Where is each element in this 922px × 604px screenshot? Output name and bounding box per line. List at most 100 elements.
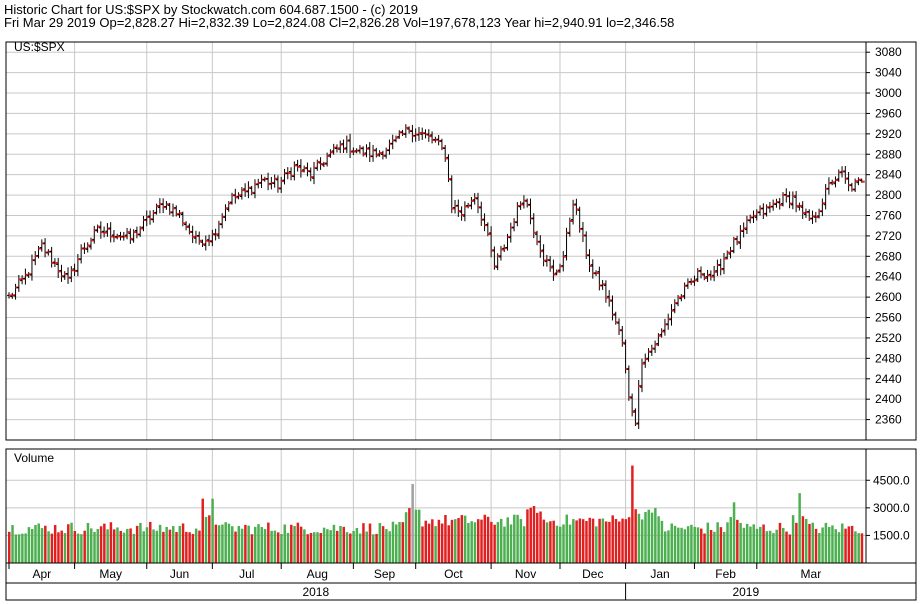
volume-bar	[96, 529, 100, 563]
price-bar	[56, 257, 62, 279]
volume-bar	[824, 522, 828, 563]
volume-bar	[785, 531, 788, 563]
price-bar	[387, 139, 393, 155]
volume-bar	[755, 528, 759, 563]
price-bar	[16, 275, 22, 292]
price-bar	[803, 208, 809, 218]
volume-bar	[188, 532, 191, 563]
price-bar	[423, 129, 429, 139]
volume-bar	[608, 521, 611, 563]
volume-bar	[250, 534, 254, 563]
volume-bar	[152, 529, 155, 563]
price-bar	[492, 246, 498, 270]
price-bar	[364, 144, 370, 158]
volume-bar	[795, 522, 798, 563]
volume-bar	[827, 526, 831, 563]
volume-bar	[345, 532, 349, 563]
volume-tick-label: 1500.0	[873, 528, 910, 542]
volume-bar	[263, 529, 267, 563]
price-bar	[430, 131, 436, 144]
price-tick-label: 2520	[875, 331, 902, 345]
price-tick-label: 2480	[875, 351, 902, 365]
month-tick-label: Feb	[715, 567, 736, 581]
volume-bar	[854, 531, 857, 563]
volume-bar	[162, 531, 165, 563]
price-tick-label: 2640	[875, 270, 902, 284]
volume-bar	[145, 527, 149, 563]
volume-bar	[76, 533, 80, 563]
price-bar	[275, 175, 281, 193]
volume-bar	[14, 534, 18, 563]
price-bar	[843, 166, 849, 184]
volume-bar	[804, 518, 808, 563]
price-bar	[308, 167, 314, 182]
volume-bar	[814, 528, 818, 563]
volume-bar	[486, 516, 490, 563]
price-bar	[735, 235, 741, 246]
month-tick-label: Aug	[307, 567, 328, 581]
volume-bar	[447, 525, 450, 563]
volume-bar	[834, 529, 837, 563]
volume-bar	[398, 522, 401, 563]
price-bar	[705, 269, 711, 282]
volume-bar	[499, 518, 503, 563]
volume-bar	[391, 521, 395, 563]
price-bar	[580, 221, 586, 243]
volume-bar	[30, 528, 34, 563]
volume-bar	[211, 498, 214, 563]
price-bar	[177, 210, 183, 218]
price-bar	[485, 222, 491, 237]
price-tick-label: 2560	[875, 311, 902, 325]
volume-bar	[562, 524, 565, 563]
volume-bar	[716, 522, 719, 563]
volume-bar	[175, 532, 178, 563]
price-bar	[659, 328, 665, 338]
price-bar	[95, 224, 101, 233]
year-label: 2018	[302, 585, 329, 599]
price-bar	[758, 205, 764, 216]
volume-bar	[306, 534, 309, 563]
volume-bar	[194, 528, 198, 563]
volume-bar	[811, 522, 815, 563]
volume-bar	[247, 525, 250, 563]
volume-bar	[768, 530, 772, 563]
volume-bar	[191, 533, 195, 563]
price-bar	[725, 250, 731, 260]
volume-bar	[267, 522, 270, 563]
price-bar	[351, 147, 357, 156]
volume-bar	[578, 518, 582, 563]
price-bar	[826, 177, 832, 195]
price-bar	[115, 233, 121, 240]
volume-bar	[21, 533, 24, 563]
volume-bar	[53, 525, 57, 563]
volume-bar	[171, 526, 175, 563]
price-bar	[449, 175, 455, 214]
volume-bar	[80, 534, 83, 563]
volume-bar	[86, 522, 90, 563]
volume-bar	[417, 509, 421, 563]
volume-bar	[335, 530, 339, 563]
volume-bar	[722, 531, 726, 563]
price-bar	[830, 179, 836, 186]
volume-bar	[670, 523, 673, 563]
price-bar	[577, 206, 583, 233]
price-bar	[571, 199, 577, 225]
volume-bar	[654, 508, 657, 563]
month-tick-label: Mar	[801, 567, 822, 581]
price-panel-title: US:$SPX	[14, 40, 65, 54]
volume-bar	[227, 523, 231, 563]
price-bar	[374, 147, 380, 158]
price-bar	[764, 204, 770, 217]
price-tick-label: 2960	[875, 106, 902, 120]
volume-bar	[437, 519, 441, 563]
volume-bar	[368, 523, 372, 563]
price-bar	[138, 226, 144, 237]
price-tick-label: 2680	[875, 249, 902, 263]
price-bar	[164, 201, 170, 210]
volume-bar	[775, 529, 778, 563]
volume-bar	[280, 534, 283, 563]
price-bar	[390, 134, 396, 150]
price-bar	[692, 275, 698, 286]
date-axis-frame	[5, 562, 917, 601]
